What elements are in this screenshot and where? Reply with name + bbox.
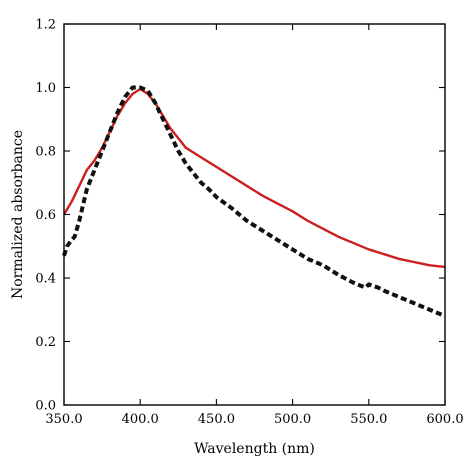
y-tick-label: 0.0 xyxy=(35,399,56,414)
solid-series-line xyxy=(62,87,446,269)
y-tick-label: 0.4 xyxy=(35,272,56,287)
x-tick-label: 350.0 xyxy=(45,412,82,427)
y-tick-label: 0.8 xyxy=(35,145,56,160)
x-axis-label: Wavelength (nm) xyxy=(194,441,315,457)
y-tick-label: 1.2 xyxy=(35,18,56,33)
x-tick-label: 500.0 xyxy=(274,412,311,427)
y-tick-label: 0.2 xyxy=(35,335,56,350)
y-tick-label: 1.0 xyxy=(35,81,56,96)
x-tick-label: 550.0 xyxy=(350,412,387,427)
x-tick-label: 400.0 xyxy=(122,412,159,427)
axes-layer xyxy=(63,23,446,406)
x-tick-label: 450.0 xyxy=(198,412,235,427)
y-tick-label: 0.6 xyxy=(35,208,56,223)
dashed-series-line xyxy=(62,85,446,318)
ticks-layer xyxy=(63,23,446,406)
series-layer xyxy=(62,85,446,318)
plot-frame xyxy=(63,23,446,406)
x-tick-label: 600.0 xyxy=(426,412,463,427)
tick-labels-layer: 350.0 400.0 450.0 500.0 550.0 600.0 0.0 0.2 0.4 0… xyxy=(35,18,463,428)
y-axis-label: Normalized absorbance xyxy=(10,130,26,299)
